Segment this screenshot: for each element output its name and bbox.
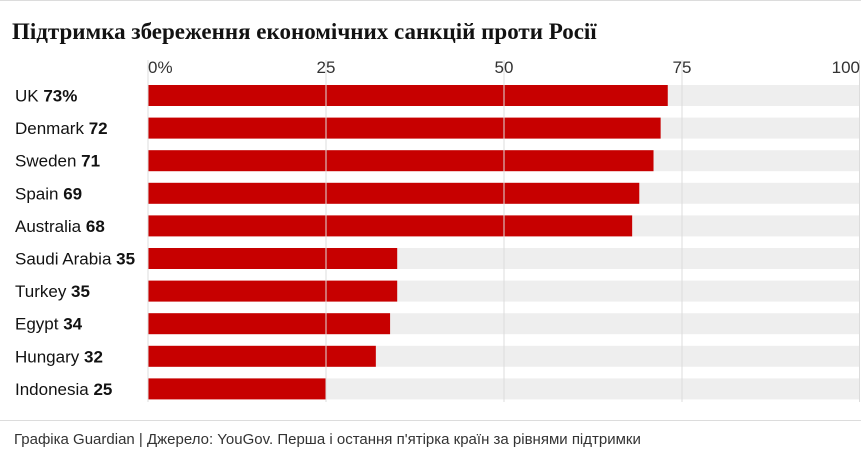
bar-chart: 0% 25 50 75 100 UK 73% Denmark 72 Sweden 71 Spai… (15, 58, 860, 402)
category-label: Hungary 32 (15, 347, 103, 366)
country-name: Saudi Arabia (15, 250, 116, 269)
chart-title: Підтримка збереження економічних санкцій… (12, 19, 597, 44)
bar (148, 378, 326, 400)
country-name: Turkey (15, 282, 71, 301)
category-label: Egypt 34 (15, 315, 83, 334)
bar (148, 215, 633, 237)
country-name: Sweden (15, 152, 81, 171)
country-name: UK (15, 87, 43, 106)
country-name: Spain (15, 184, 63, 203)
bar (148, 280, 398, 302)
footer-divider (0, 420, 861, 421)
country-name: Denmark (15, 119, 89, 138)
x-tick-label: 50 (495, 58, 514, 77)
category-label: Sweden 71 (15, 152, 100, 171)
value-label: 69 (63, 184, 82, 203)
country-name: Australia (15, 217, 86, 236)
x-tick-label: 25 (317, 58, 336, 77)
bar (148, 248, 398, 269)
bar (148, 313, 391, 335)
source-credit: Графіка Guardian | Джерело: YouGov. Перш… (14, 431, 641, 448)
category-label: Turkey 35 (15, 282, 90, 301)
category-label: Saudi Arabia 35 (15, 250, 135, 269)
country-name: Egypt (15, 315, 63, 334)
category-label: Indonesia 25 (15, 380, 112, 399)
country-name: Indonesia (15, 380, 93, 399)
value-label: 68 (86, 217, 105, 236)
category-label: UK 73% (15, 87, 77, 106)
top-divider (0, 0, 861, 1)
value-label: 32 (84, 347, 103, 366)
bar (148, 150, 654, 172)
bar (148, 345, 376, 367)
value-label: 34 (63, 315, 82, 334)
category-label: Spain 69 (15, 184, 82, 203)
value-label: 72 (89, 119, 108, 138)
value-label: 35 (116, 250, 135, 269)
bar (148, 182, 640, 204)
category-label: Denmark 72 (15, 119, 108, 138)
country-name: Hungary (15, 347, 84, 366)
value-label: 35 (71, 282, 90, 301)
value-label: 73% (43, 87, 77, 106)
value-label: 25 (93, 380, 112, 399)
category-label: Australia 68 (15, 217, 105, 236)
bar (148, 85, 668, 106)
x-tick-label: 75 (673, 58, 692, 77)
bar (148, 117, 661, 139)
x-tick-label: 0% (148, 58, 173, 77)
x-tick-label: 100 (832, 58, 860, 77)
value-label: 71 (81, 152, 100, 171)
